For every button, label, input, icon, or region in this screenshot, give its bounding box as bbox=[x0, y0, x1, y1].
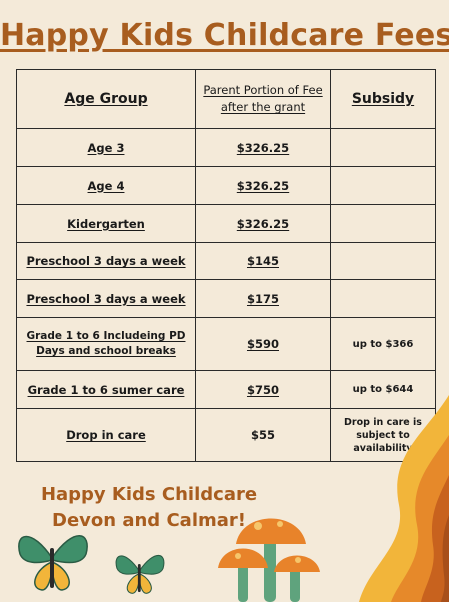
page-title: Happy Kids Childcare Fees bbox=[0, 18, 449, 53]
cell-fee: $326.25 bbox=[195, 166, 331, 205]
cell-fee: $326.25 bbox=[195, 204, 331, 243]
cell-age: Kidergarten bbox=[16, 204, 196, 243]
cell-fee: $145 bbox=[195, 242, 331, 280]
cell-subsidy bbox=[330, 242, 436, 280]
table-row: Age 4 $326.25 bbox=[16, 166, 436, 205]
footer-line-2: Devon and Calmar! bbox=[52, 510, 246, 531]
cell-fee: $55 bbox=[195, 408, 331, 462]
header-subsidy: Subsidy bbox=[330, 69, 436, 129]
header-age-group: Age Group bbox=[16, 69, 196, 129]
cell-fee: $590 bbox=[195, 317, 331, 371]
cell-fee: $326.25 bbox=[195, 128, 331, 167]
cell-subsidy: up to $366 bbox=[330, 317, 436, 371]
cell-subsidy bbox=[330, 279, 436, 318]
cell-fee: $175 bbox=[195, 279, 331, 318]
cell-age: Drop in care bbox=[16, 408, 196, 462]
table-row: Preschool 3 days a week $145 bbox=[16, 242, 436, 280]
fees-table: Age Group Parent Portion of Fee after th… bbox=[16, 69, 436, 462]
cell-age: Grade 1 to 6 Includeing PD Days and scho… bbox=[16, 317, 196, 371]
cell-age: Preschool 3 days a week bbox=[16, 242, 196, 280]
cell-subsidy bbox=[330, 166, 436, 205]
table-row: Kidergarten $326.25 bbox=[16, 204, 436, 243]
cell-fee: $750 bbox=[195, 370, 331, 409]
cell-age: Age 3 bbox=[16, 128, 196, 167]
header-parent-portion: Parent Portion of Fee after the grant bbox=[195, 69, 331, 129]
butterfly-icon bbox=[18, 535, 88, 591]
cell-subsidy bbox=[330, 128, 436, 167]
table-header-row: Age Group Parent Portion of Fee after th… bbox=[16, 69, 436, 129]
flame-wave-decoration bbox=[359, 395, 449, 602]
table-row: Grade 1 to 6 Includeing PD Days and scho… bbox=[16, 317, 436, 371]
cell-age: Preschool 3 days a week bbox=[16, 279, 196, 318]
butterfly-icon bbox=[115, 554, 165, 594]
mushroom-icon bbox=[218, 518, 320, 602]
table-row: Preschool 3 days a week $175 bbox=[16, 279, 436, 318]
table-row: Age 3 $326.25 bbox=[16, 128, 436, 167]
footer-line-1: Happy Kids Childcare bbox=[40, 484, 258, 505]
cell-subsidy bbox=[330, 204, 436, 243]
cell-age: Grade 1 to 6 sumer care bbox=[16, 370, 196, 409]
cell-age: Age 4 bbox=[16, 166, 196, 205]
footer-text: Happy Kids Childcare Devon and Calmar! bbox=[34, 482, 264, 534]
